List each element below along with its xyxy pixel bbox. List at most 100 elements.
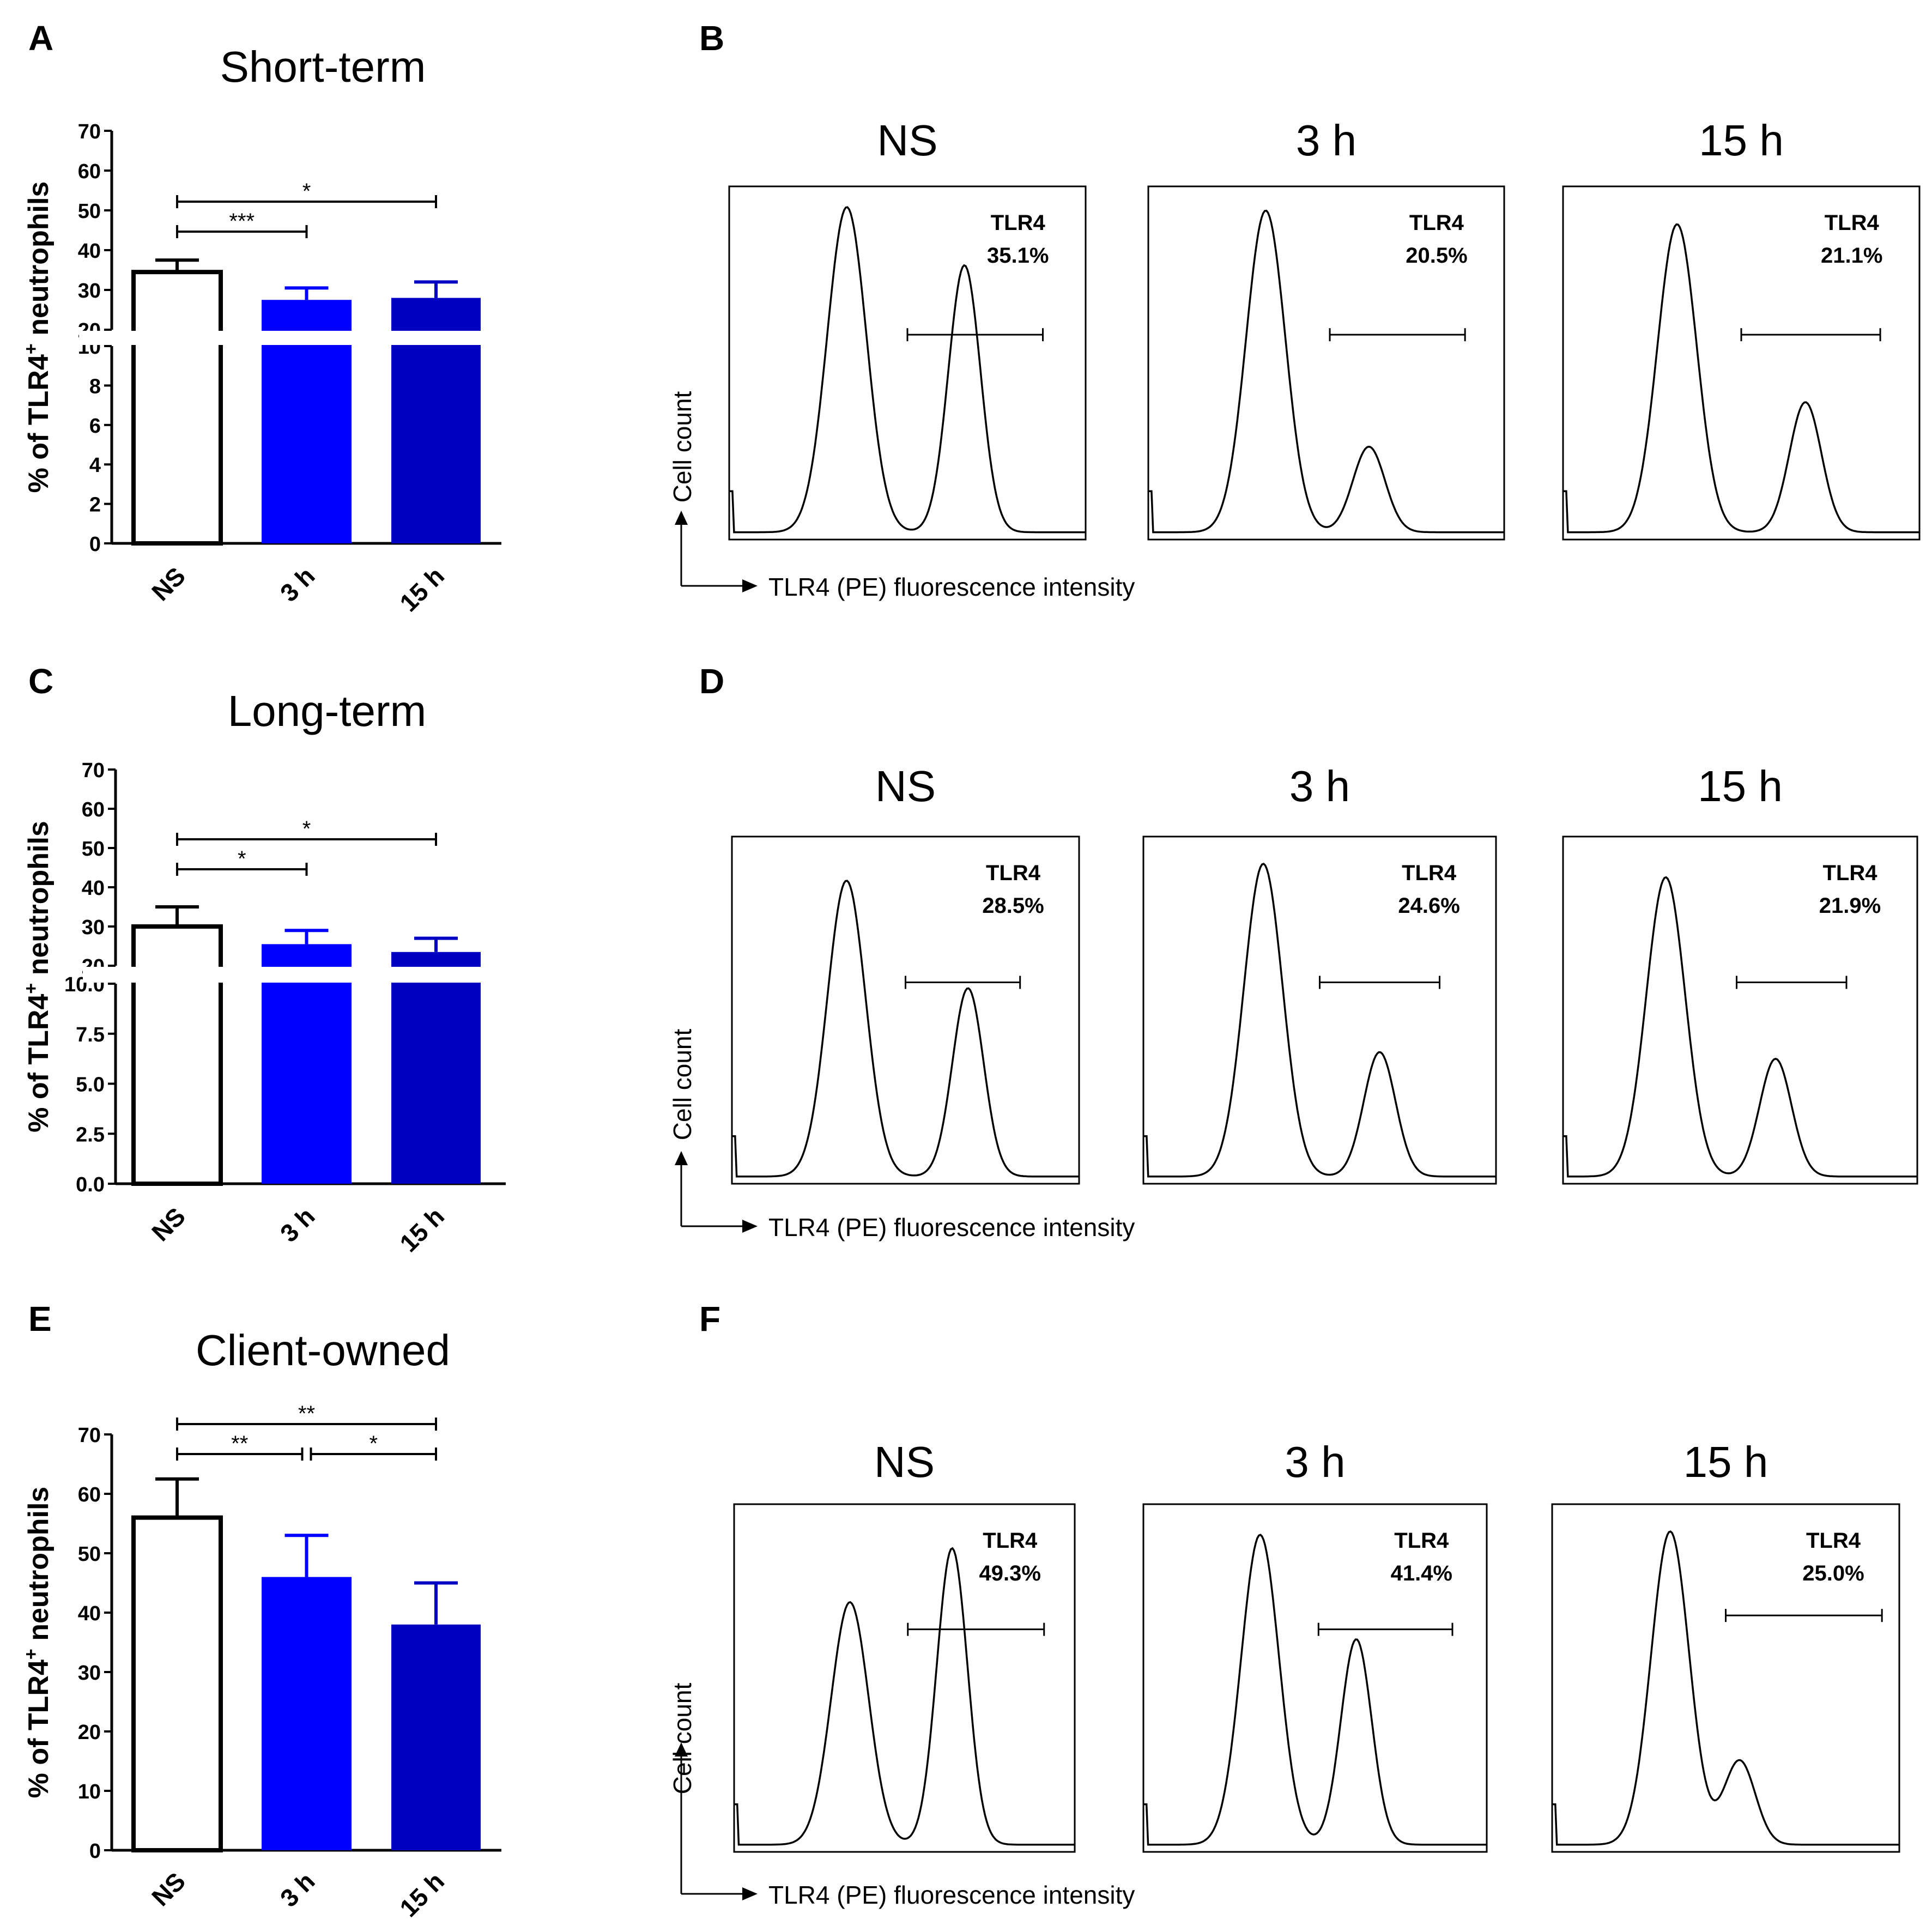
panel-letter-b: B xyxy=(699,19,724,58)
histogram-curve xyxy=(1143,862,1496,1178)
y-tick-label: 2.5 xyxy=(76,1123,105,1146)
x-arrow-head xyxy=(742,1220,758,1233)
y-tick-label: 6 xyxy=(89,415,101,438)
y-tick-label: 40 xyxy=(78,240,101,263)
histogram-x-label: TLR4 (PE) fluorescence intensity xyxy=(768,573,1135,601)
gate-percentage: 41.4% xyxy=(1391,1561,1452,1585)
histogram-row-long-term: NS TLR4 28.5% 3 h TLR4 24.6% 15 h TLR4 21.9% TLR4… xyxy=(668,762,1918,1241)
x-arrow-head xyxy=(742,579,758,592)
histogram-title: 15 h xyxy=(1698,762,1783,810)
histogram-frame xyxy=(1142,1503,1488,1853)
y-tick-label: 0 xyxy=(89,533,101,556)
y-tick-label: 70 xyxy=(78,120,101,143)
histogram-curve xyxy=(1143,1534,1487,1846)
gate-percentage: 49.3% xyxy=(979,1561,1041,1585)
x-arrow-head xyxy=(742,1887,758,1900)
histogram-row-client-owned: NS TLR4 49.3% 3 h TLR4 41.4% 15 h TLR4 25.0% TLR4… xyxy=(668,1438,1900,1909)
y-tick-label: 70 xyxy=(78,1424,101,1447)
histogram-frame xyxy=(1562,185,1921,541)
histogram-panel-3h: 3 h TLR4 24.6% xyxy=(1142,762,1497,1185)
axis-break-gap xyxy=(83,967,506,983)
x-category-label: 3 h xyxy=(275,561,320,607)
histogram-panel-NS: NS TLR4 35.1% xyxy=(728,116,1087,541)
significance-label: * xyxy=(302,179,311,203)
gate-percentage: 20.5% xyxy=(1406,244,1467,268)
histogram-panel-NS: NS TLR4 28.5% xyxy=(731,762,1080,1185)
x-category-label: NS xyxy=(146,561,191,606)
gate-percentage: 35.1% xyxy=(987,244,1049,268)
significance-label: ** xyxy=(298,1402,315,1426)
histogram-title: NS xyxy=(877,116,937,165)
x-category-label: 15 h xyxy=(394,1867,450,1922)
histogram-y-label: Cell count xyxy=(668,1029,697,1141)
y-tick-label: 50 xyxy=(82,838,105,861)
bar-NS xyxy=(131,924,223,1186)
gate-label: TLR4 xyxy=(1823,861,1878,885)
y-tick-label: 30 xyxy=(78,1662,101,1685)
axis-break-gap xyxy=(79,331,501,345)
histogram-title: 3 h xyxy=(1296,116,1356,165)
histogram-title: 3 h xyxy=(1285,1438,1345,1486)
gate-label: TLR4 xyxy=(986,861,1041,885)
gate-label: TLR4 xyxy=(1402,861,1457,885)
histogram-x-label: TLR4 (PE) fluorescence intensity xyxy=(768,1213,1135,1241)
gate-label: TLR4 xyxy=(1394,1529,1449,1553)
histogram-panel-15h: 15 h TLR4 25.0% xyxy=(1551,1438,1900,1853)
y-tick-label: 10 xyxy=(78,1780,101,1803)
gate-label: TLR4 xyxy=(1409,211,1464,235)
histogram-frame xyxy=(1147,185,1505,541)
gate-percentage: 21.1% xyxy=(1821,244,1882,268)
gate-percentage: 24.6% xyxy=(1398,894,1459,918)
x-category-label: NS xyxy=(146,1867,191,1911)
histogram-frame xyxy=(733,1503,1076,1853)
histogram-curve xyxy=(1563,876,1917,1178)
bar-15h xyxy=(391,952,481,1184)
y-tick-label: 8 xyxy=(89,375,101,398)
y-tick-label: 2 xyxy=(89,494,101,517)
histogram-curve xyxy=(734,1547,1075,1846)
histogram-panel-15h: 15 h TLR4 21.1% xyxy=(1562,116,1921,541)
panel-letter-c: C xyxy=(28,662,53,701)
bar-NS xyxy=(131,270,223,546)
histogram-y-label: Cell count xyxy=(668,1683,697,1795)
histogram-panel-3h: 3 h TLR4 41.4% xyxy=(1142,1438,1488,1853)
x-category-label: 15 h xyxy=(394,1202,450,1257)
chart-title: Long-term xyxy=(228,687,427,735)
histogram-frame xyxy=(728,185,1087,541)
bar-chart-client-owned: Client-owned 0 10 20 30 40 50 60 70 % of TLR4+ ne… xyxy=(21,1326,501,1922)
gate-label: TLR4 xyxy=(1806,1529,1861,1553)
histogram-curve xyxy=(1148,209,1504,534)
histogram-title: 15 h xyxy=(1683,1438,1769,1486)
histogram-panel-15h: 15 h TLR4 21.9% xyxy=(1562,762,1918,1185)
chart-title: Client-owned xyxy=(196,1326,450,1374)
significance-label: ** xyxy=(231,1432,248,1456)
gate-label: TLR4 xyxy=(983,1529,1038,1553)
y-arrow-head xyxy=(675,1151,688,1165)
y-tick-label: 60 xyxy=(78,160,101,183)
y-axis-label: % of TLR4+ neutrophils xyxy=(21,181,54,493)
y-axis-label: % of TLR4+ neutrophils xyxy=(21,821,54,1132)
histogram-y-label: Cell count xyxy=(668,391,697,503)
histogram-title: NS xyxy=(874,1438,935,1486)
panel-letter-d: D xyxy=(699,662,724,701)
gate-label: TLR4 xyxy=(1825,211,1880,235)
bar-3h xyxy=(262,1577,352,1850)
x-category-label: 3 h xyxy=(275,1202,320,1247)
histogram-panel-NS: NS TLR4 49.3% xyxy=(733,1438,1076,1853)
histogram-row-short-term: NS TLR4 35.1% 3 h TLR4 20.5% 15 h TLR4 21.1% TLR4… xyxy=(668,116,1921,601)
y-tick-label: 30 xyxy=(78,280,101,302)
histogram-x-label: TLR4 (PE) fluorescence intensity xyxy=(768,1881,1135,1909)
y-tick-label: 70 xyxy=(82,759,105,782)
y-tick-label: 60 xyxy=(82,798,105,821)
gate-percentage: 28.5% xyxy=(982,894,1044,918)
histogram-panel-3h: 3 h TLR4 20.5% xyxy=(1147,116,1505,541)
y-arrow-head xyxy=(675,1742,688,1757)
histogram-curve xyxy=(729,206,1086,534)
x-category-label: NS xyxy=(146,1202,191,1246)
significance-label: * xyxy=(302,817,311,841)
y-tick-label: 20 xyxy=(78,1721,101,1744)
significance-label: * xyxy=(238,847,246,871)
histogram-curve xyxy=(732,880,1079,1178)
